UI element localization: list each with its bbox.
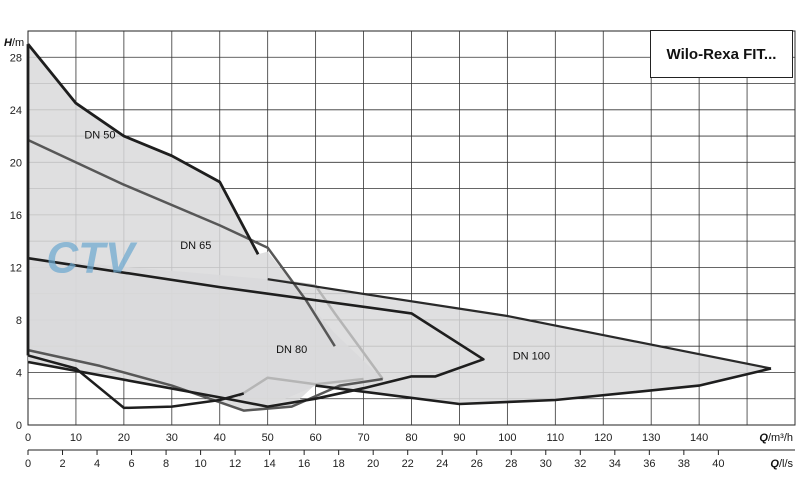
y-tick-label: 12	[10, 262, 22, 274]
secondary-tick-label: 38	[678, 458, 690, 470]
x-tick-label: 90	[453, 432, 465, 444]
x-tick-label: 50	[262, 432, 274, 444]
secondary-tick-label: 20	[367, 458, 379, 470]
watermark-text: CTV	[46, 234, 138, 283]
secondary-tick-label: 28	[505, 458, 517, 470]
x-tick-label: 30	[166, 432, 178, 444]
secondary-tick-label: 16	[298, 458, 310, 470]
curve-dn100-upper	[267, 278, 772, 370]
region-dn100	[28, 258, 771, 407]
secondary-tick-label: 26	[471, 458, 483, 470]
secondary-tick-label: 8	[163, 458, 169, 470]
curve-dn50-upper	[26, 43, 260, 255]
x-axis-label: Q/m³/h	[759, 432, 793, 444]
x-tick-label: 20	[118, 432, 130, 444]
x-tick-label: 10	[70, 432, 82, 444]
region-label: DN 50	[84, 130, 115, 142]
secondary-tick-label: 30	[540, 458, 552, 470]
y-tick-label: 4	[16, 367, 22, 379]
y-tick-label: 8	[16, 315, 22, 327]
x-tick-label: 130	[642, 432, 660, 444]
x-tick-label: 110	[547, 432, 565, 444]
region-label: DN 100	[513, 350, 550, 362]
chart-title: Wilo-Rexa FIT...	[666, 45, 777, 63]
secondary-tick-label: 40	[712, 458, 724, 470]
secondary-tick-label: 2	[59, 458, 65, 470]
region-label: DN 80	[276, 344, 307, 356]
x-tick-label: 0	[25, 432, 31, 444]
y-tick-label: 20	[10, 157, 22, 169]
curve-dn65-lower	[27, 348, 383, 412]
y-tick-label: 24	[10, 105, 22, 117]
curve-dn100-inner	[27, 256, 485, 408]
secondary-tick-label: 22	[402, 458, 414, 470]
y-axis-label: H/m	[4, 37, 24, 49]
y-tick-label: 28	[10, 52, 22, 64]
curve-dn65-upper	[27, 138, 336, 347]
x-tick-label: 80	[405, 432, 417, 444]
secondary-tick-label: 12	[229, 458, 241, 470]
curve-dn80-lower	[238, 376, 364, 398]
secondary-tick-label: 6	[128, 458, 134, 470]
secondary-tick-label: 34	[609, 458, 621, 470]
secondary-tick-label: 18	[333, 458, 345, 470]
x-tick-label: 60	[310, 432, 322, 444]
x-tick-label: 120	[594, 432, 612, 444]
secondary-tick-label: 24	[436, 458, 448, 470]
y-tick-label: 16	[10, 210, 22, 222]
secondary-tick-label: 0	[25, 458, 31, 470]
secondary-tick-label: 4	[94, 458, 100, 470]
y-tick-label: 0	[16, 420, 22, 432]
x-tick-label: 70	[357, 432, 369, 444]
x-tick-label: 140	[690, 432, 708, 444]
x-tick-label: 40	[214, 432, 226, 444]
secondary-tick-label: 32	[574, 458, 586, 470]
curve-dn100-lower	[315, 367, 772, 406]
secondary-tick-label: 10	[194, 458, 206, 470]
x-tick-label: 100	[498, 432, 516, 444]
secondary-tick-label: 14	[264, 458, 276, 470]
region-label: DN 65	[180, 240, 211, 252]
secondary-tick-label: 36	[643, 458, 655, 470]
chart-title-box: Wilo-Rexa FIT...	[650, 30, 793, 78]
secondary-x-axis-label: Q/l/s	[770, 458, 793, 470]
